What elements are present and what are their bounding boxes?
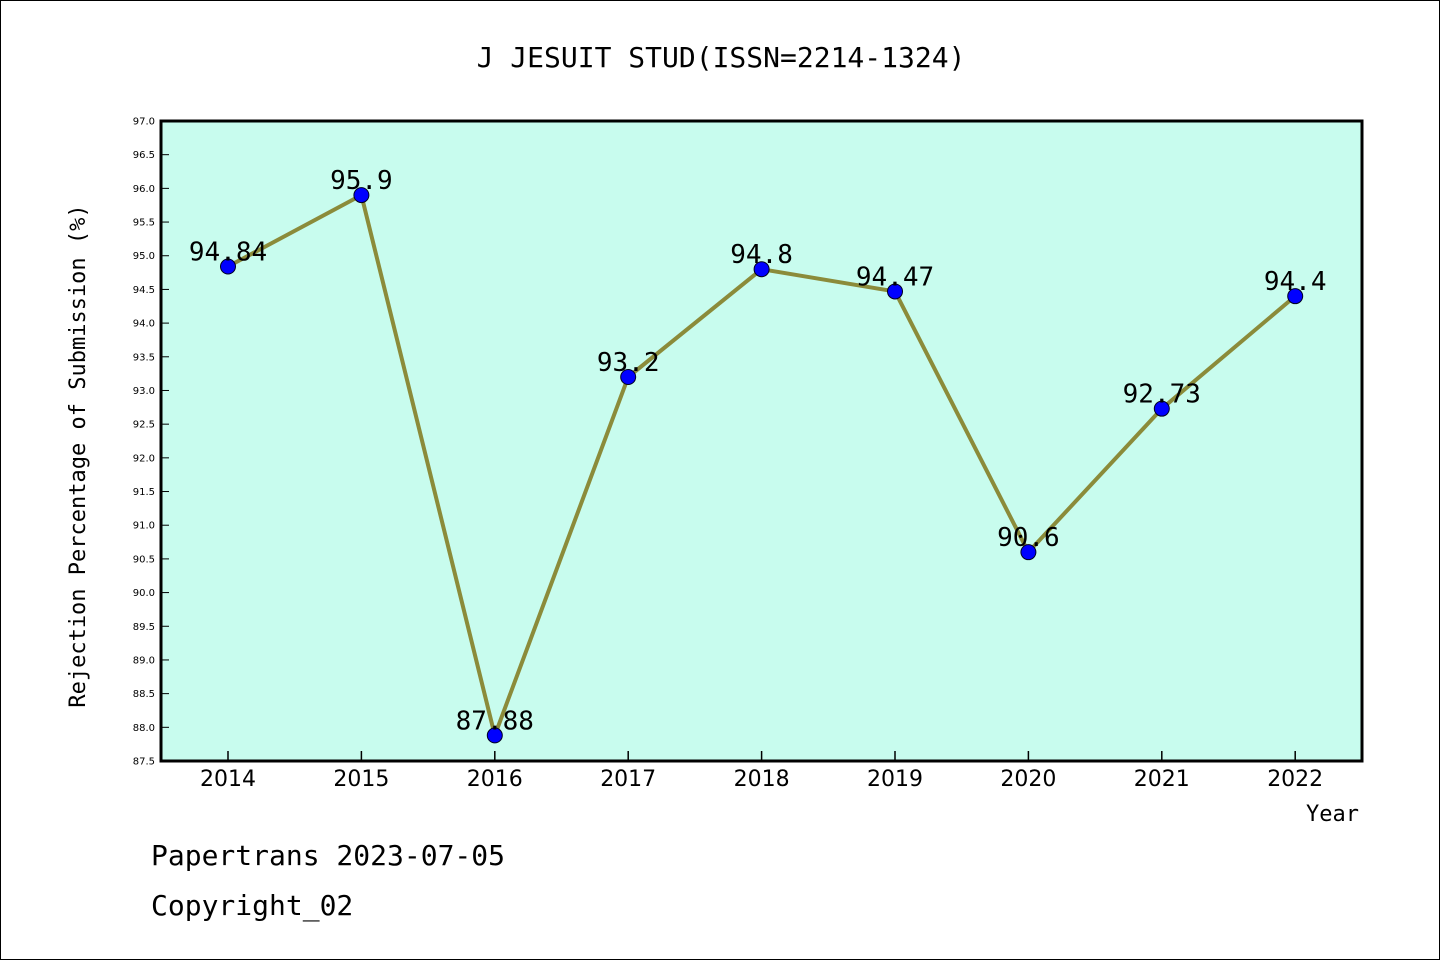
y-tick-label: 91.5 [133,487,155,498]
data-label: 87.88 [456,706,534,736]
y-tick-label: 94.0 [133,319,155,330]
y-tick-label: 95.5 [133,218,155,229]
footer-source-date: Papertrans 2023-07-05 [151,839,505,872]
series-layer [220,187,1304,744]
data-label: 92.73 [1123,380,1201,410]
y-axis-ticks: 87.5 88.0 88.5 89.0 89.5 90.0 90.5 91.0 91.5 92.0… [133,117,169,768]
data-label: 90.6 [997,523,1060,553]
y-tick-label: 95.0 [133,251,155,262]
x-tick-label: 2022 [1267,767,1323,792]
data-point [887,283,903,300]
y-tick-label: 87.5 [133,757,155,768]
x-tick-label: 2018 [734,767,790,792]
chart-title: J JESUIT STUD(ISSN=2214-1324) [477,41,966,74]
x-tick-label: 2017 [600,767,656,792]
y-tick-label: 88.0 [133,723,155,734]
x-tick-label: 2021 [1134,767,1190,792]
data-point [353,187,370,204]
y-tick-label: 94.5 [133,285,155,296]
footer-copyright: Copyright_02 [151,889,353,923]
y-tick-label: 93.0 [133,386,155,397]
data-point [220,258,236,275]
y-tick-label: 89.0 [133,655,155,666]
x-axis-ticks: 2014 2015 2016 2017 2018 2019 2020 2021 2022 [200,751,1323,792]
y-tick-label: 92.0 [133,453,155,464]
x-tick-label: 2020 [1000,767,1056,792]
data-label-layer: 94.84 95.9 87.88 93.2 94.8 94.47 90.6 92.73 94.4 [189,166,1327,736]
y-tick-label: 96.0 [133,184,155,195]
y-axis-label: Rejection Percentage of Submission (%) [66,204,91,707]
y-tick-label: 92.5 [133,420,155,431]
plot-area [159,119,1364,763]
x-tick-label: 2015 [333,767,389,792]
x-tick-label: 2019 [867,767,923,792]
y-tick-label: 90.0 [133,588,155,599]
y-tick-label: 91.0 [133,521,155,532]
y-tick-label: 88.5 [133,689,155,700]
y-tick-label: 97.0 [133,117,155,128]
data-point [1153,400,1170,417]
data-point [620,369,637,385]
y-tick-label: 93.5 [133,352,155,363]
data-label: 94.47 [856,262,934,292]
data-label: 95.9 [330,166,393,196]
x-tick-label: 2016 [467,767,523,792]
data-label: 94.84 [189,238,267,268]
data-label: 94.8 [730,240,793,270]
x-tick-label: 2014 [200,767,256,792]
data-label: 93.2 [597,348,660,378]
data-point [486,727,503,744]
data-point [1287,288,1304,305]
y-tick-label: 90.5 [133,554,155,565]
y-tick-label: 89.5 [133,622,155,633]
data-point [753,261,770,278]
y-tick-label: 96.5 [133,150,155,161]
data-point [1020,544,1037,561]
x-axis-label: Year [1306,802,1359,827]
data-label: 94.4 [1264,267,1327,297]
